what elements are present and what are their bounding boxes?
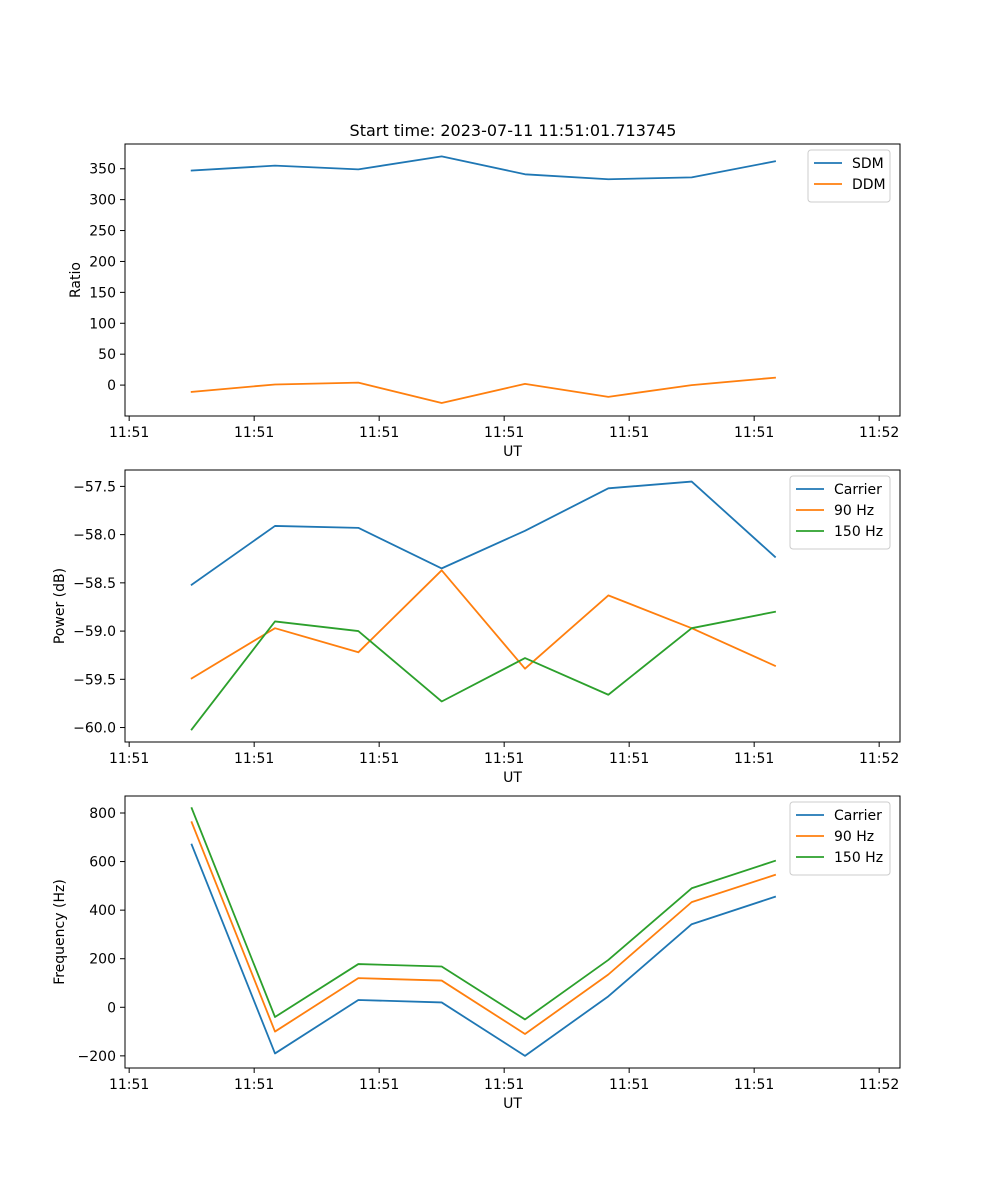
power-series-carrier-line <box>190 480 777 587</box>
ratio-x-tick-label: 11:51 <box>109 425 149 441</box>
frequency-y-tick-label: 400 <box>89 903 116 919</box>
power-series-group <box>190 480 777 731</box>
frequency-series-90-hz-line <box>190 821 777 1035</box>
frequency-y-tick-label: 800 <box>89 806 116 822</box>
frequency-y-tick-label: −200 <box>78 1049 116 1065</box>
ratio-y-tick-label: 100 <box>89 316 116 332</box>
frequency-x-tick-label: 11:51 <box>109 1077 149 1093</box>
frequency-series-150-hz-line <box>190 806 777 1021</box>
ratio-x-tick-label: 11:51 <box>359 425 399 441</box>
ratio-series-group <box>190 155 777 404</box>
power-y-tick-label: −59.5 <box>73 672 116 688</box>
power-series-150-hz-line <box>190 610 777 731</box>
power-y-axis-label: Power (dB) <box>52 568 68 644</box>
frequency-legend: Carrier 90 Hz 150 Hz <box>789 801 891 876</box>
ratio-panel: 11:51 11:51 11:51 11:51 11:51 11:51 11:52 0 50 10… <box>68 143 901 460</box>
frequency-series-group <box>190 806 777 1057</box>
power-panel: 11:51 11:51 11:51 11:51 11:51 11:51 11:52 −57.5… <box>52 469 901 786</box>
chart-title: Start time: 2023-07-11 11:51:01.713745 <box>350 121 677 140</box>
ratio-x-tick-label: 11:51 <box>609 425 649 441</box>
frequency-y-tick-label: 200 <box>89 952 116 968</box>
ratio-x-axis-label: UT <box>503 444 522 460</box>
ratio-y-tick-label: 200 <box>89 254 116 270</box>
frequency-series-carrier-line <box>190 843 777 1057</box>
ratio-y-tick-label: 150 <box>89 285 116 301</box>
ratio-y-tick-label: 300 <box>89 193 116 209</box>
ratio-y-tick-label: 250 <box>89 224 116 240</box>
power-legend: Carrier 90 Hz 150 Hz <box>789 475 891 550</box>
power-series-90-hz-line <box>190 569 777 680</box>
ratio-y-tick-label: 50 <box>98 347 116 363</box>
frequency-panel: 11:51 11:51 11:51 11:51 11:51 11:51 11:52 −200 0… <box>52 795 901 1112</box>
ratio-x-tick-label: 11:51 <box>484 425 524 441</box>
power-y-tick-label: −58.5 <box>73 576 116 592</box>
frequency-x-axis-label: UT <box>503 1096 522 1112</box>
frequency-x-tick-label: 11:51 <box>734 1077 774 1093</box>
ratio-legend-label-sdm: SDM <box>852 156 884 172</box>
power-legend-label-90-hz: 90 Hz <box>834 503 874 519</box>
ratio-y-tick-label: 350 <box>89 162 116 178</box>
frequency-y-tick-label: 0 <box>107 1000 116 1016</box>
power-x-tick-label: 11:51 <box>484 751 524 767</box>
ratio-legend-label-ddm: DDM <box>852 177 886 193</box>
frequency-y-axis-label: Frequency (Hz) <box>52 879 68 985</box>
power-y-tick-label: −60.0 <box>73 721 116 737</box>
frequency-x-tick-label: 11:51 <box>609 1077 649 1093</box>
power-legend-label-carrier: Carrier <box>834 482 882 498</box>
ratio-axes-frame <box>124 143 901 417</box>
frequency-legend-label-carrier: Carrier <box>834 808 882 824</box>
frequency-x-tick-label: 11:51 <box>234 1077 274 1093</box>
power-x-axis-label: UT <box>503 770 522 786</box>
power-x-tick-label: 11:51 <box>734 751 774 767</box>
frequency-axes-frame <box>124 795 901 1069</box>
ratio-series-ddm-line <box>190 376 776 404</box>
power-legend-label-150-hz: 150 Hz <box>834 524 883 540</box>
frequency-legend-label-150-hz: 150 Hz <box>834 850 883 866</box>
power-y-tick-label: −58.0 <box>73 528 116 544</box>
frequency-x-tick-label: 11:52 <box>859 1077 899 1093</box>
ratio-y-tick-label: 0 <box>107 378 116 394</box>
frequency-y-tick-label: 600 <box>89 855 116 871</box>
frequency-x-tick-label: 11:51 <box>359 1077 399 1093</box>
power-x-tick-label: 11:52 <box>859 751 899 767</box>
ratio-x-tick-label: 11:52 <box>859 425 899 441</box>
power-x-tick-label: 11:51 <box>359 751 399 767</box>
ratio-y-axis-label: Ratio <box>68 262 84 298</box>
ratio-legend: SDM DDM <box>807 149 891 203</box>
power-x-tick-label: 11:51 <box>609 751 649 767</box>
ratio-x-tick-label: 11:51 <box>234 425 274 441</box>
ratio-x-tick-label: 11:51 <box>734 425 774 441</box>
power-y-tick-label: −57.5 <box>73 479 116 495</box>
power-x-tick-label: 11:51 <box>109 751 149 767</box>
power-axes-frame <box>124 469 901 743</box>
ratio-series-sdm-line <box>190 155 777 181</box>
frequency-legend-label-90-hz: 90 Hz <box>834 829 874 845</box>
power-y-tick-label: −59.0 <box>73 624 116 640</box>
frequency-x-tick-label: 11:51 <box>484 1077 524 1093</box>
power-x-tick-label: 11:51 <box>234 751 274 767</box>
